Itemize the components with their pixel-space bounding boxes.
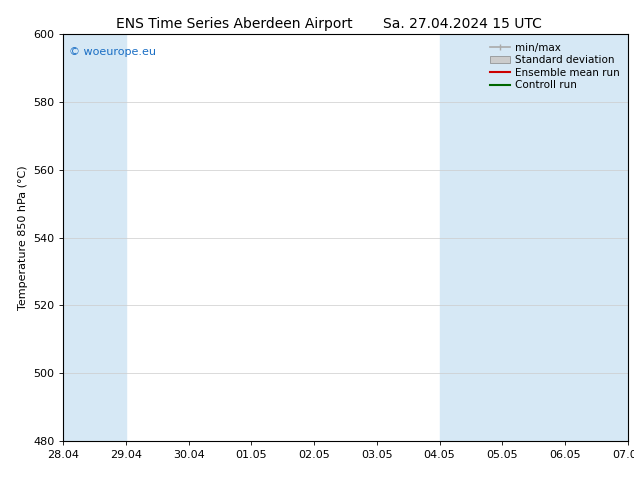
Text: Sa. 27.04.2024 15 UTC: Sa. 27.04.2024 15 UTC bbox=[384, 17, 542, 31]
Bar bbox=[63, 34, 126, 441]
Bar bbox=[565, 34, 628, 441]
Legend: min/max, Standard deviation, Ensemble mean run, Controll run: min/max, Standard deviation, Ensemble me… bbox=[486, 40, 623, 94]
Text: ENS Time Series Aberdeen Airport: ENS Time Series Aberdeen Airport bbox=[116, 17, 353, 31]
Text: © woeurope.eu: © woeurope.eu bbox=[69, 47, 156, 56]
Bar bbox=[439, 34, 565, 441]
Y-axis label: Temperature 850 hPa (°C): Temperature 850 hPa (°C) bbox=[18, 165, 27, 310]
